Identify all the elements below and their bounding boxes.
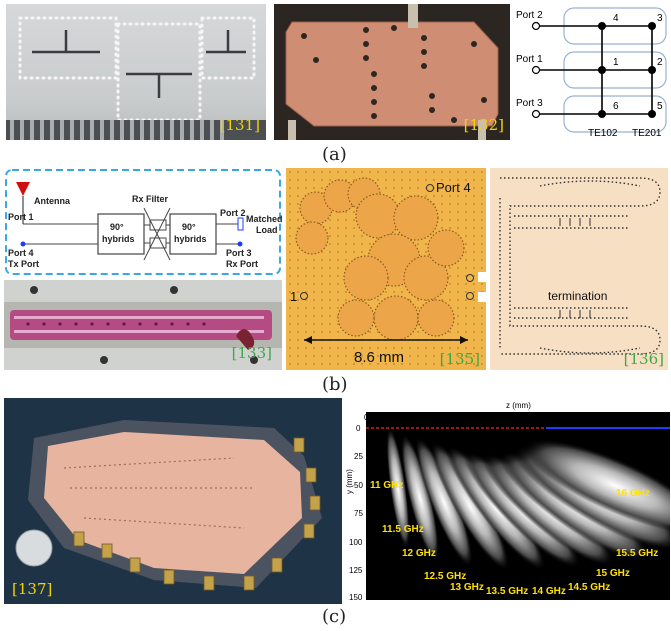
svg-text:90°: 90° [182, 222, 196, 232]
port1-label-135: 1 [290, 289, 297, 304]
block-diagram-133: Antenna 90° hybrids 90° hybrids Rx Filte… [4, 168, 282, 276]
freq-15-5: 15.5 GHz [616, 548, 658, 559]
y-axis-title: y (mm) [346, 469, 354, 494]
ref-132: [132] [463, 116, 504, 134]
port-1-label: Port 1 [516, 54, 543, 65]
rx-port-label: Rx Port [226, 259, 258, 269]
lens-board-drawing [15, 420, 322, 591]
freq-14-5: 14.5 GHz [568, 582, 610, 593]
port4-label: Port 4 [8, 248, 34, 258]
ytick-150: 150 [349, 593, 363, 602]
freq-12-5: 12.5 GHz [424, 571, 466, 582]
node-5: 5 [657, 101, 663, 112]
freq-16: 16 GHz [616, 488, 650, 499]
port4-label-135: Port 4 [436, 180, 471, 195]
xtick-250: 250 [608, 413, 622, 422]
node-2: 2 [657, 57, 663, 68]
port-topology-diagram: Port 2 Port 1 Port 3 4 3 1 2 6 5 TE102 T… [516, 4, 668, 140]
mode-te102: TE102 [588, 128, 618, 139]
freq-11-5: 11.5 GHz [382, 524, 424, 535]
mode-te201: TE201 [632, 128, 662, 139]
freq-11: 11 GHz [370, 480, 403, 491]
freq-13-5: 13.5 GHz [486, 586, 528, 597]
caption-c: (c) [322, 606, 347, 627]
node-6: 6 [613, 101, 619, 112]
ref-137: [137] [12, 580, 53, 598]
photo-133: [133] [4, 280, 282, 370]
ref-136: [136] [623, 350, 664, 368]
x-axis-title: z (mm) [506, 401, 531, 410]
freq-14: 14 GHz [532, 586, 566, 597]
svg-text:hybrids: hybrids [102, 234, 135, 244]
beam-plot-svg: z (mm) 0 50 100 150 200 250 30 0 25 50 7… [346, 401, 670, 602]
ytick-0: 0 [356, 424, 361, 433]
rx-filter-label: Rx Filter [132, 194, 169, 204]
beam-contour-plot: z (mm) 0 50 100 150 200 250 30 0 25 50 7… [346, 398, 670, 604]
termination-label: termination [548, 289, 607, 303]
dimension-label: 8.6 mm [354, 349, 404, 366]
port-2-label: Port 2 [516, 10, 543, 21]
ref-133: [133] [231, 344, 272, 362]
via-fence-board-drawing [6, 16, 266, 140]
xtick-200: 200 [558, 413, 572, 422]
photo-131: [131] [6, 4, 266, 140]
via-circles-drawing: Port 4 1 8.6 mm [286, 168, 486, 370]
copper-board-drawing [285, 4, 499, 140]
node-3: 3 [657, 13, 663, 24]
port-3-label: Port 3 [516, 98, 543, 109]
node-1: 1 [613, 57, 619, 68]
tx-port-label: Tx Port [8, 259, 39, 269]
photo-132: [132] [274, 4, 510, 140]
layout-136: termination [136] [490, 168, 668, 370]
ref-131: [131] [219, 116, 260, 134]
xtick-0: 0 [364, 413, 369, 422]
ytick-100: 100 [349, 538, 363, 547]
ytick-125: 125 [349, 566, 363, 575]
ltcc-board-drawing [4, 286, 282, 364]
node-4: 4 [613, 13, 619, 24]
matched-label: Matched [246, 214, 282, 224]
xtick-150: 150 [510, 413, 524, 422]
block-diagram-svg: Antenna 90° hybrids 90° hybrids Rx Filte… [5, 169, 282, 275]
beam-lobes [386, 426, 670, 571]
xtick-100: 100 [460, 413, 474, 422]
svg-text:Load: Load [256, 225, 278, 235]
xtick-300: 30 [658, 413, 667, 422]
photo-137: [137] [4, 398, 342, 604]
freq-12: 12 GHz [402, 548, 436, 559]
antenna-label: Antenna [34, 196, 71, 206]
ref-135: [135] [439, 350, 480, 368]
ytick-25: 25 [354, 452, 363, 461]
port2-label: Port 2 [220, 208, 246, 218]
caption-b: (b) [322, 374, 348, 395]
photo-135: Port 4 1 8.6 mm [135] [286, 168, 486, 370]
svg-text:90°: 90° [110, 222, 124, 232]
freq-15: 15 GHz [596, 568, 630, 579]
port1-label: Port 1 [8, 212, 34, 222]
ytick-75: 75 [354, 509, 363, 518]
port-topology-svg: Port 2 Port 1 Port 3 4 3 1 2 6 5 TE102 T… [516, 7, 667, 139]
termination-layout-drawing: termination [499, 177, 661, 355]
ytick-50: 50 [354, 481, 363, 490]
caption-a: (a) [322, 144, 347, 165]
svg-text:hybrids: hybrids [174, 234, 207, 244]
freq-13: 13 GHz [450, 582, 484, 593]
xtick-50: 50 [413, 413, 422, 422]
port3-label: Port 3 [226, 248, 252, 258]
